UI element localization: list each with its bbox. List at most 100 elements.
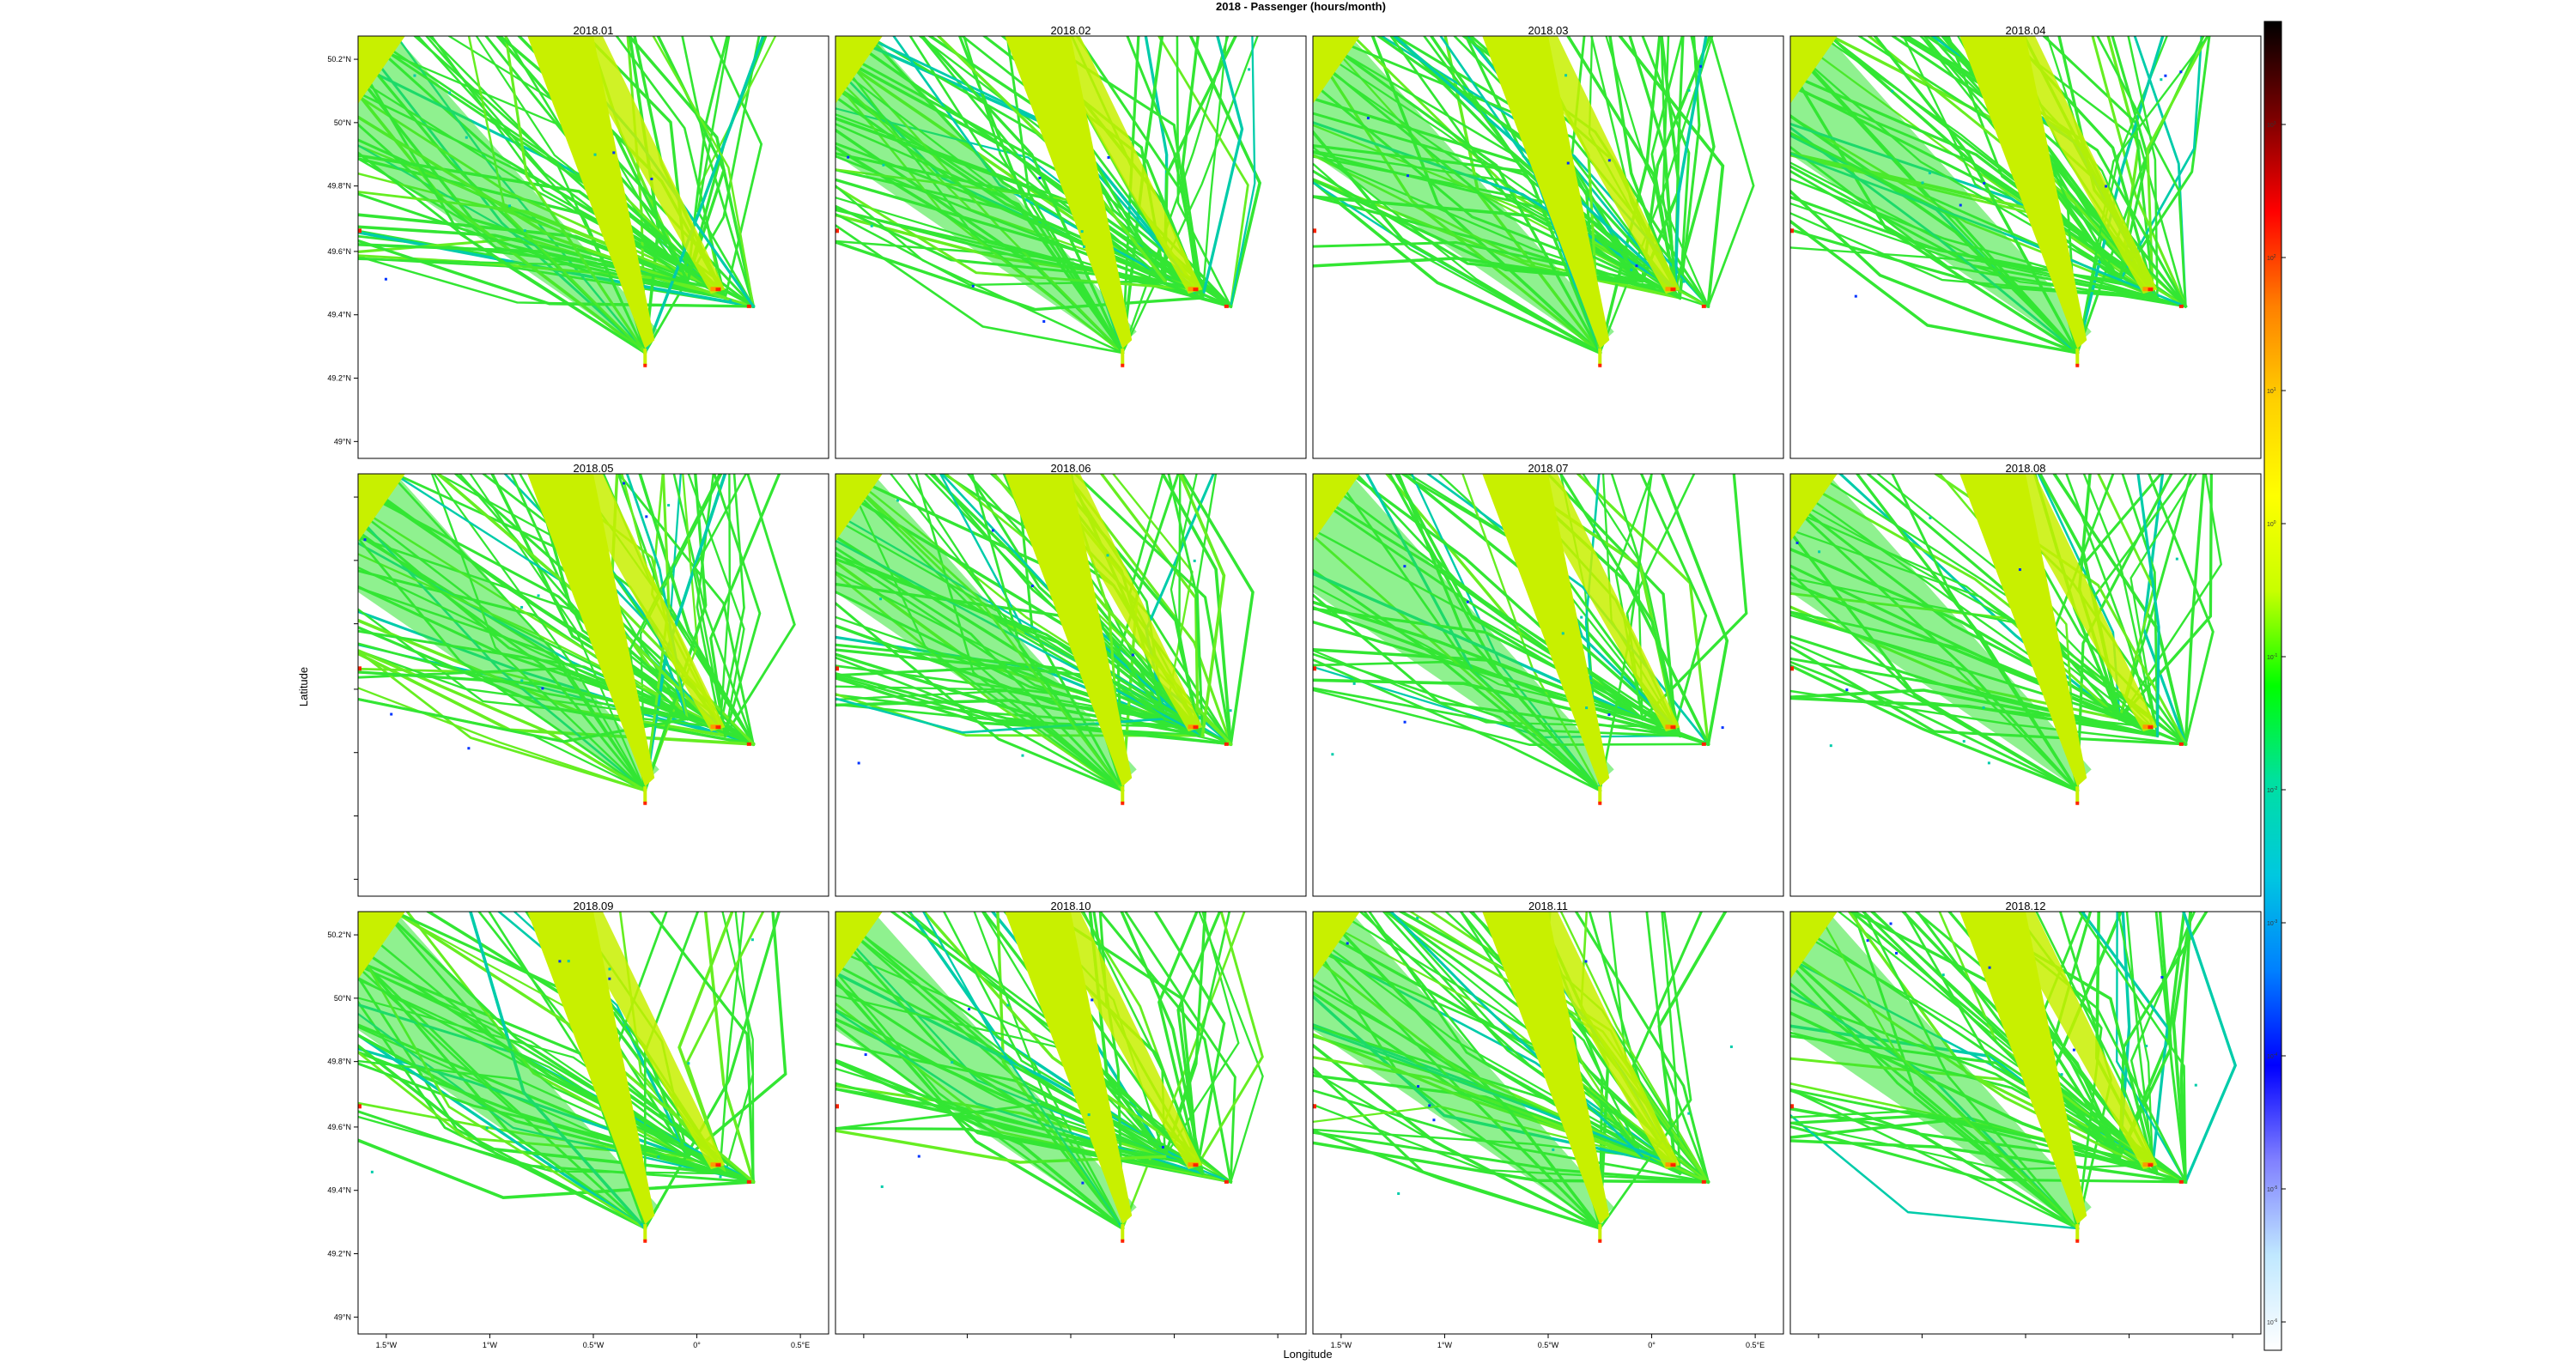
lon-tick-label: 1.5°W <box>376 1341 398 1349</box>
main-shipping-lane <box>1959 912 2087 1225</box>
colorbar-tick-label: 100 <box>2267 520 2276 528</box>
track-cluster <box>1790 912 1838 979</box>
low-density-cell <box>878 597 882 601</box>
vessel-track <box>1201 36 1228 300</box>
vessel-track <box>703 912 756 1185</box>
low-density-cell <box>1030 585 1034 588</box>
low-density-cell <box>1352 682 1356 685</box>
port-hotspot <box>1670 725 1676 730</box>
port-hotspot <box>835 1104 839 1109</box>
vessel-track <box>2116 912 2187 1184</box>
low-density-cell <box>1416 916 1419 919</box>
colorbar-tick-label: 10-1 <box>2267 653 2277 661</box>
port-hotspot <box>1790 666 1794 671</box>
map-panel-frame <box>357 35 829 459</box>
vessel-track <box>1388 912 1644 1159</box>
port-hotspot <box>2148 288 2154 292</box>
low-density-cell <box>1082 245 1085 248</box>
low-density-cell <box>2072 1048 2075 1052</box>
vessel-track <box>1790 660 2080 792</box>
vessel-track <box>1170 474 1200 729</box>
low-density-cell <box>750 938 754 942</box>
vessel-track <box>835 185 1200 291</box>
low-density-cell <box>2175 557 2178 561</box>
shipping-density-layer <box>1313 474 1748 805</box>
low-density-cell <box>1403 565 1406 568</box>
colorbar: 103 102 101 100 10-1 10-2 10-3 10-4 10-5 10-6 <box>2263 21 2286 1351</box>
colorbar-tick-label: 10-6 <box>2267 1319 2277 1326</box>
low-density-cell <box>1564 74 1568 77</box>
low-density-cell <box>882 163 885 167</box>
low-density-cell <box>1406 174 1410 178</box>
low-density-cell <box>729 299 732 302</box>
map-panel: 2018.02 <box>835 24 1307 459</box>
low-density-cell <box>541 687 544 690</box>
vessel-track <box>358 648 647 793</box>
lat-tick-label: 49.4°N <box>327 311 351 319</box>
vessel-track <box>2136 474 2160 737</box>
map-panel: 2018.05 <box>354 462 829 897</box>
vessel-track <box>1157 36 1249 308</box>
vessel-track <box>424 36 690 283</box>
secondary-shipping-lane <box>565 474 726 732</box>
vessel-track <box>1153 912 1226 1167</box>
vessel-track <box>652 36 755 308</box>
lon-tick-label: 0.5°E <box>791 1341 810 1349</box>
vessel-track <box>1639 474 1708 730</box>
port-hotspot <box>2148 1163 2154 1167</box>
vessel-track <box>1790 1139 2188 1184</box>
vessel-track <box>1790 664 2080 793</box>
low-density-cell <box>896 499 899 502</box>
map-panel: 2018.04 <box>1789 24 2262 459</box>
vessel-track <box>1661 474 1729 746</box>
vessel-track <box>709 474 781 737</box>
low-density-cell <box>558 960 562 963</box>
vessel-track <box>1313 1129 1602 1230</box>
vessel-track <box>1198 912 1264 1184</box>
lat-tick-label: 49°N <box>334 1312 351 1321</box>
port-hotspot <box>1598 1239 1602 1243</box>
vessel-track <box>1167 474 1204 737</box>
low-density-cell <box>523 229 526 233</box>
track-cluster <box>1790 36 2092 349</box>
low-density-cell <box>1585 706 1589 710</box>
shipping-density-layer <box>1313 36 1755 367</box>
low-density-cell <box>1248 68 1251 71</box>
track-cluster <box>358 912 659 1225</box>
secondary-shipping-lane <box>1042 474 1203 732</box>
port-hotspot <box>643 1239 647 1243</box>
port-hotspot <box>1224 304 1229 308</box>
vessel-track <box>510 474 722 730</box>
vessel-track <box>1574 912 1710 1184</box>
vessel-track <box>643 912 781 1231</box>
low-density-cell <box>1854 294 1857 298</box>
low-density-cell <box>2194 1083 2197 1087</box>
vessel-track <box>685 912 765 1175</box>
port-hotspot <box>715 725 721 730</box>
lat-tick-label: 49.6°N <box>327 247 351 256</box>
lat-tick-label: 49.4°N <box>327 1186 351 1195</box>
vessel-track <box>2096 36 2187 308</box>
port-hotspot <box>1121 363 1125 367</box>
low-density-cell <box>1584 960 1588 963</box>
main-shipping-lane <box>527 36 655 349</box>
vessel-track <box>1389 36 1682 300</box>
vessel-track <box>2075 36 2209 355</box>
vessel-track <box>1384 912 1677 1167</box>
low-density-cell <box>1987 761 1990 765</box>
track-cluster <box>1790 474 2092 787</box>
port-hotspot <box>643 801 647 805</box>
vessel-track <box>1229 36 1256 308</box>
track-cluster <box>1790 36 1838 104</box>
low-density-cell <box>1021 754 1024 757</box>
low-density-cell <box>847 155 850 159</box>
shipping-density-layer <box>835 36 1262 367</box>
map-panel-frame <box>1789 473 2262 897</box>
lat-tick-label: 49.2°N <box>327 374 351 383</box>
vessel-track <box>1382 912 1682 1175</box>
low-density-cell <box>465 136 468 139</box>
low-density-cell <box>1417 1085 1420 1088</box>
low-density-cell <box>1895 951 1899 955</box>
vessel-track <box>1157 912 1200 1167</box>
port-hotspot <box>1121 1239 1125 1243</box>
